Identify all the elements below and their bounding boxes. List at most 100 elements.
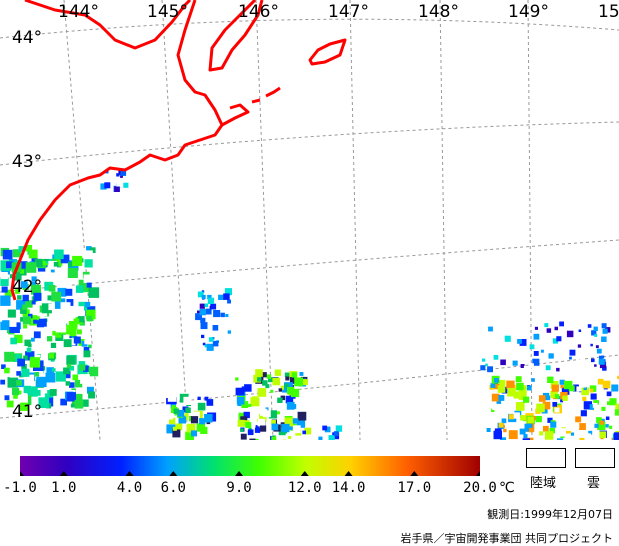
sst-pixel [520,364,525,368]
sst-pixel [280,385,285,390]
sst-pixel [67,267,78,278]
colorbar-tick-label: 6.0 [160,480,186,496]
sst-pixel [591,330,597,336]
sst-pixel [21,363,27,370]
sst-pixel [259,414,267,422]
sst-pixel [599,361,607,369]
sst-pixel [595,345,599,349]
sst-pixel [494,378,499,383]
sst-pixel [590,343,593,347]
sst-pixel [86,282,92,288]
sst-pixel [48,353,55,359]
sst-pixel [1,364,6,369]
sst-pixel [543,425,549,432]
sst-pixel [328,435,335,440]
sst-pixel [573,423,580,429]
sst-pixel [559,379,565,385]
sst-pixel [84,259,93,268]
sst-pixel [86,246,92,252]
sst-pixel [522,438,530,440]
sst-pixel [237,419,245,427]
sst-pixel [532,439,536,440]
sst-pixel [191,411,200,420]
colorbar-tick-mark [300,471,309,476]
sst-pixel [213,310,221,318]
sst-pixel [68,321,78,330]
sst-pixel [197,396,201,400]
sst-pixel [533,333,540,340]
sst-pixel [527,416,534,424]
sst-pixel [228,310,233,315]
sst-pixel [594,333,598,337]
sst-pixel [498,422,504,428]
sst-pixel [561,387,570,395]
sst-pixel [204,303,209,308]
sst-pixel [25,300,33,308]
sst-pixel [546,328,552,333]
sst-pixel [40,386,48,394]
sst-pixel [20,261,28,269]
sst-pixel [480,320,484,324]
sst-pixel [496,399,502,404]
shiretoko-peninsula [208,0,264,72]
sst-pixel [83,347,90,353]
sst-pixel [322,425,328,431]
latitude-label-41: 41° [12,402,43,422]
sst-pixel [580,410,587,417]
sst-pixel [609,398,617,406]
sst-pixel [12,271,22,281]
sst-pixel [200,317,206,323]
sst-pixel [268,377,273,383]
longitude-label-150: 15 [598,2,619,22]
sst-pixel [52,368,56,372]
sst-pixel [41,303,52,314]
sst-pixel [605,416,610,420]
sst-pixel [4,289,12,297]
sst-pixel [80,374,90,384]
sst-pixel [46,367,54,375]
sst-pixel [554,326,558,331]
sst-pixel [223,293,230,300]
hokkaido-east-coast [10,0,224,301]
sst-pixel [70,403,75,408]
sst-pixel [14,334,23,344]
sst-pixel [12,354,21,362]
sst-map [0,0,619,440]
sst-pixel [497,385,506,393]
sst-pixel [205,291,210,297]
sst-pixel [523,396,530,403]
sst-pixel [587,324,592,328]
sst-pixel [324,426,331,433]
sst-pixel [78,301,88,311]
sst-pixel [277,397,283,403]
sst-pixel [302,430,306,435]
sst-pixel [77,315,85,323]
sst-pixel [571,412,578,419]
sst-pixel [535,345,540,350]
sst-pixel [519,339,527,346]
sst-pixel [302,379,308,386]
colorbar-tick-label: 9.0 [226,480,252,496]
sst-pixel [502,397,511,407]
sst-pixel [20,281,28,289]
sst-pixel [284,383,289,388]
sst-pixel [84,339,90,345]
sst-pixel [169,394,174,399]
sst-pixel [560,385,564,389]
sst-pixel [0,260,12,271]
sst-pixel [48,303,55,311]
sst-pixel [63,339,72,348]
sst-pixel [17,358,25,367]
credit-line: 岩手県／宇宙開発事業団 共同プロジェクト [400,532,614,545]
sst-pixel [236,396,245,405]
sst-pixel [166,424,176,434]
sst-pixel [301,389,309,397]
sst-pixel [204,344,208,348]
land-legend-swatch [526,448,566,468]
sst-pixel [14,260,19,265]
sst-pixel [1,286,8,293]
sst-pixel [38,397,50,408]
sst-pixel [544,431,554,440]
coastline [10,0,347,301]
sst-pixel [593,429,600,436]
